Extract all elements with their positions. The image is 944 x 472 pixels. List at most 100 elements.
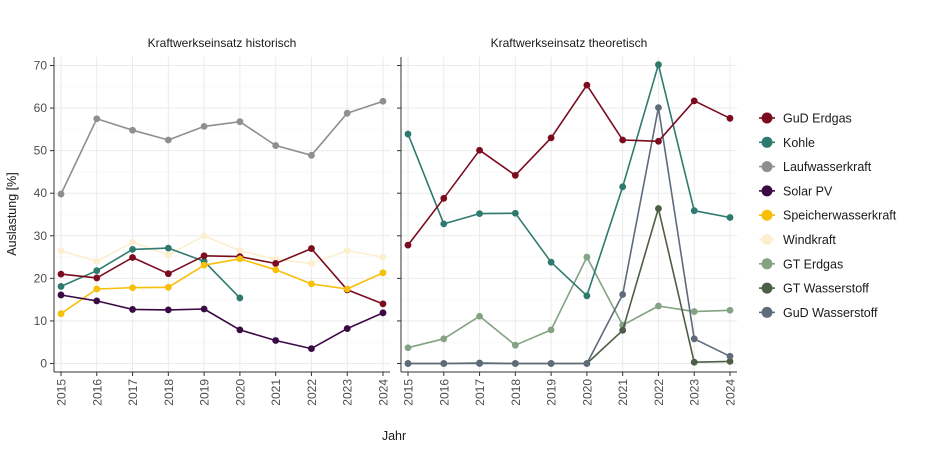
data-point [93, 297, 101, 305]
data-point [404, 344, 412, 352]
data-point [690, 358, 698, 366]
data-point [272, 337, 280, 344]
data-point [583, 253, 591, 261]
data-point [404, 241, 412, 249]
x-tick-label: 2023 [341, 379, 355, 406]
data-point [164, 244, 172, 252]
x-tick-label: 2015 [402, 379, 416, 406]
data-point [272, 260, 280, 267]
legend: GuD Erdgas Kohle Laufwasserkraft Solar PV Sp… [759, 112, 897, 320]
x-tick-label: 2016 [437, 379, 451, 406]
data-point [200, 252, 208, 260]
data-point [93, 285, 101, 293]
data-point [343, 325, 351, 332]
data-point [200, 232, 208, 240]
series-laufwasserkraft [57, 97, 387, 198]
legend-key-dot [761, 234, 773, 245]
data-point [272, 142, 280, 149]
legend-item-laufwasserkraft: Laufwasserkraft [759, 160, 872, 174]
data-point [379, 309, 387, 317]
data-point [308, 260, 315, 267]
x-tick-label: 2018 [162, 379, 176, 406]
data-point [511, 341, 519, 349]
data-point [379, 253, 387, 261]
legend-label: Kohle [783, 136, 815, 150]
legend-label: Speicherwasserkraft [783, 209, 897, 223]
x-tick-label: 2020 [233, 379, 247, 406]
data-point [726, 357, 734, 365]
data-point [726, 114, 734, 122]
panel-1: 0 10 20 30 40 50 60 70 2015 2016 2017 2018 2019 2020 2… [34, 36, 391, 406]
panel-title: Kraftwerkseinsatz historisch [148, 36, 297, 50]
data-point [93, 257, 101, 265]
data-point [511, 171, 519, 179]
data-point [164, 306, 172, 314]
data-point [440, 220, 448, 228]
data-point [476, 360, 483, 367]
data-point [129, 238, 136, 246]
legend-label: Laufwasserkraft [783, 160, 872, 174]
legend-item-solar-pv: Solar PV [759, 184, 833, 198]
data-point [511, 360, 519, 367]
series-line [60, 100, 384, 195]
legend-item-gt-erdgas: GT Erdgas [759, 257, 843, 271]
legend-item-gud-erdgas: GuD Erdgas [759, 112, 852, 126]
data-point [200, 261, 208, 269]
data-point [440, 335, 448, 343]
data-point [655, 302, 662, 310]
data-point [236, 294, 244, 302]
legend-item-kohle: Kohle [759, 136, 815, 150]
data-point [655, 104, 662, 112]
x-tick-label: 2019 [198, 379, 212, 406]
data-point [476, 312, 483, 320]
series-gud-wasserstoff [404, 104, 734, 367]
y-tick-label: 70 [34, 59, 48, 73]
data-point [476, 210, 483, 218]
legend-label: GuD Wasserstoff [783, 306, 878, 320]
data-point [129, 126, 136, 134]
series-line [60, 247, 384, 305]
series-line [407, 84, 731, 246]
y-tick-label: 40 [34, 186, 48, 200]
legend-label: GuD Erdgas [783, 112, 852, 126]
series-solar-pv [57, 291, 387, 352]
x-tick-label: 2023 [688, 379, 702, 406]
legend-item-windkraft: Windkraft [759, 233, 836, 247]
data-point [57, 247, 65, 255]
legend-item-speicherwasserkraft: Speicherwasserkraft [759, 209, 897, 223]
legend-key-dot [761, 258, 773, 270]
data-point [343, 285, 351, 293]
y-tick-label: 30 [34, 229, 48, 243]
data-point [164, 251, 172, 259]
data-point [164, 283, 172, 291]
data-point [690, 207, 698, 215]
x-tick-label: 2021 [616, 379, 630, 406]
data-point [726, 352, 734, 360]
legend-key-dot [761, 209, 773, 221]
data-point [129, 246, 136, 253]
data-point [308, 280, 315, 288]
y-tick-label: 50 [34, 144, 48, 158]
data-point [690, 335, 698, 343]
legend-label: GT Erdgas [783, 257, 843, 271]
data-point [655, 205, 662, 212]
data-point [655, 61, 662, 69]
data-point [200, 305, 208, 313]
panel-2: 2015 2016 2017 2018 2019 2020 2021 2022 2023 2024… [397, 36, 738, 406]
series-line [407, 256, 731, 349]
data-point [308, 345, 315, 352]
data-point [129, 284, 136, 292]
y-tick-label: 10 [34, 314, 48, 328]
data-point [655, 137, 662, 145]
data-point [583, 360, 591, 367]
y-axis-title: Auslastung [%] [5, 172, 19, 255]
series-line [408, 106, 731, 365]
x-tick-label: 2020 [580, 379, 594, 406]
legend-item-gud-wasserstoff: GuD Wasserstoff [759, 306, 878, 320]
data-point [200, 122, 208, 130]
series-line [407, 63, 731, 297]
legend-label: Solar PV [783, 184, 833, 198]
legend-item-gt-wasserstoff: GT Wasserstoff [759, 282, 869, 296]
